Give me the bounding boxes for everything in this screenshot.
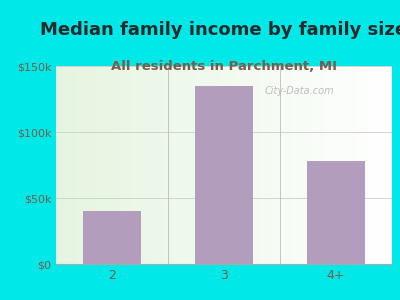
Bar [83,211,141,264]
Text: All residents in Parchment, MI: All residents in Parchment, MI [111,60,337,73]
Text: City-Data.com: City-Data.com [264,86,334,96]
Bar [195,86,253,264]
Bar [307,161,365,264]
Text: Median family income by family size: Median family income by family size [40,21,400,39]
